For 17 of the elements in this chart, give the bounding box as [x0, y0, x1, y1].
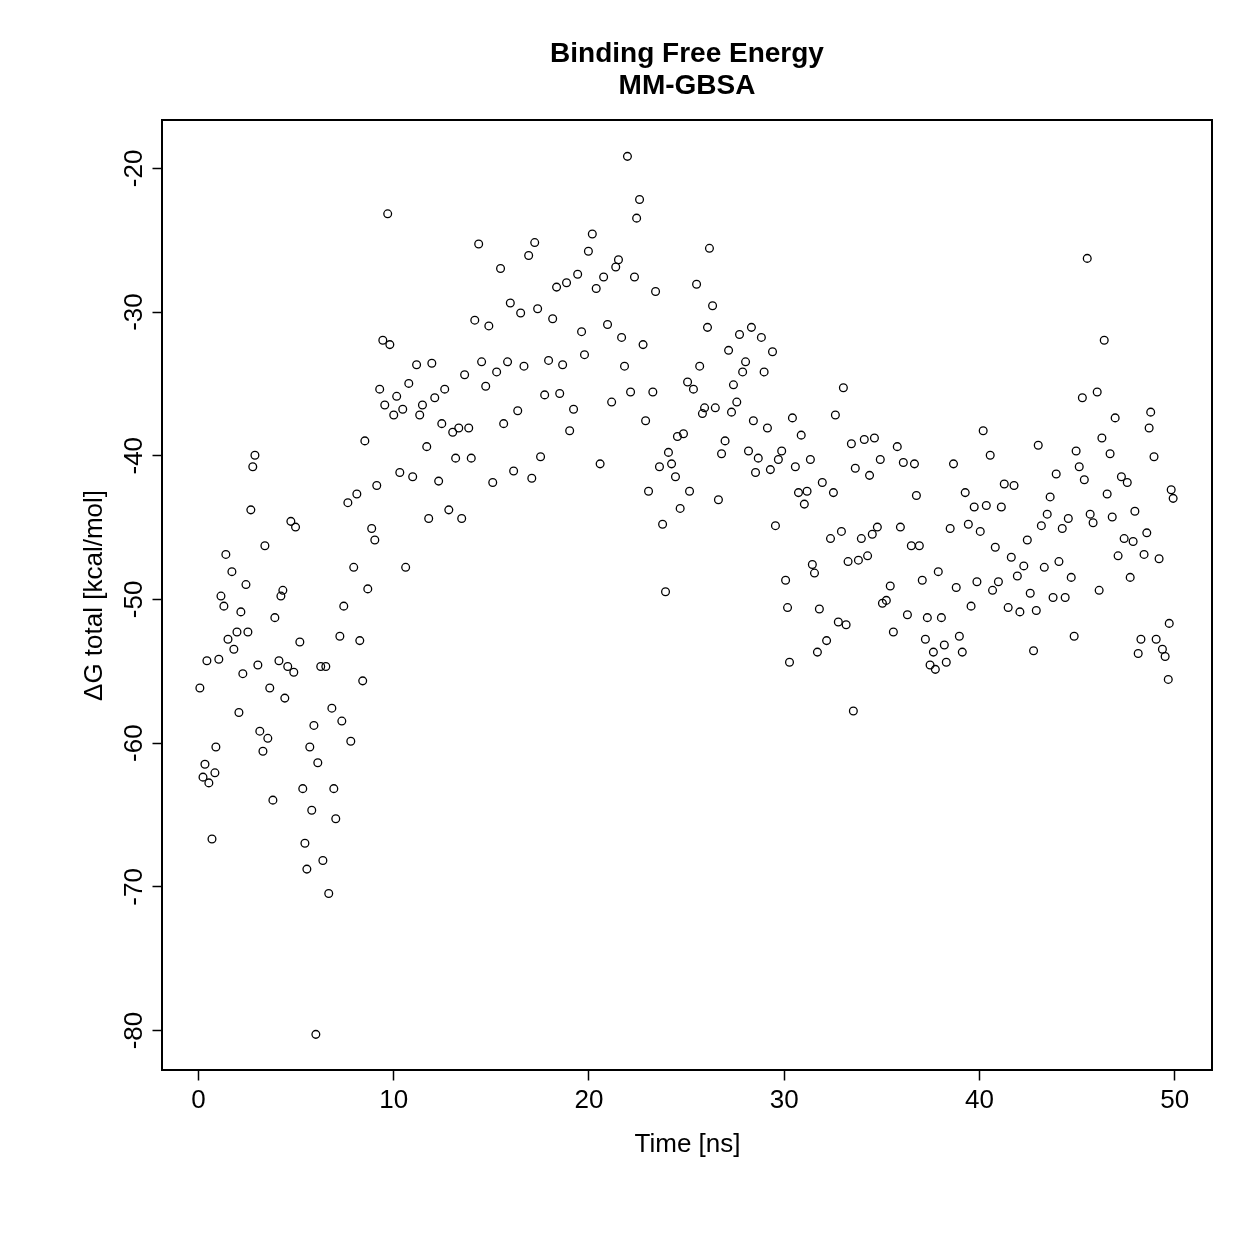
y-tick-label: -40 [117, 436, 148, 475]
x-tick-label: 30 [769, 1083, 799, 1114]
y-tick-label: -50 [117, 580, 148, 619]
y-tick-label: -60 [117, 724, 148, 762]
x-tick-label: 40 [964, 1083, 994, 1114]
y-tick-label: -70 [117, 868, 148, 906]
y-tick-label: -80 [117, 1011, 148, 1050]
x-tick-label: 50 [1160, 1083, 1190, 1114]
x-tick-label: 20 [574, 1083, 604, 1114]
chart-subtitle: MM-GBSA [618, 69, 756, 100]
x-tick-label: 0 [191, 1083, 206, 1114]
y-tick-label: -20 [117, 149, 148, 188]
x-axis-title: Time [ns] [634, 1127, 741, 1158]
y-axis-title: ΔG total [kcal/mol] [77, 490, 108, 701]
x-tick-label: 10 [379, 1083, 409, 1114]
chart-title: Binding Free Energy [550, 37, 825, 68]
y-tick-label: -30 [117, 293, 148, 331]
